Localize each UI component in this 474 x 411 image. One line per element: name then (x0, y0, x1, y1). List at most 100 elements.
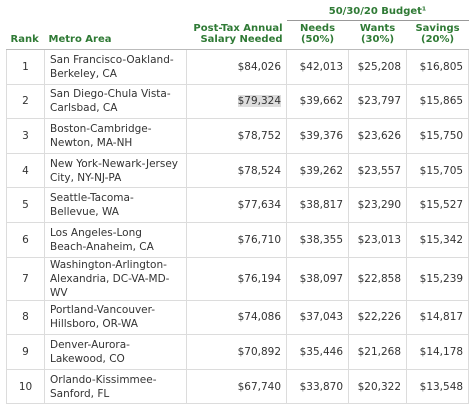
cell-text: $14,178 (419, 345, 464, 358)
table-cell: $15,342 (406, 221, 470, 258)
page: 50/30/20 Budget¹ Rank Metro Area Post-Tax … (0, 4, 474, 411)
table-cell: $23,797 (348, 83, 408, 120)
table-cell: 9 (6, 334, 45, 370)
cell-text: $15,865 (419, 95, 464, 108)
table-cell: $37,043 (286, 299, 350, 336)
table-cell: 2 (6, 83, 45, 120)
cell-text: $38,817 (299, 199, 344, 212)
cell-text: 3 (22, 129, 29, 142)
table-cell: $79,324 (185, 83, 288, 120)
cell-text: 8 (22, 311, 29, 324)
table-cell: 8 (6, 299, 45, 336)
cell-text: $70,892 (237, 345, 282, 358)
table-cell: San Diego-Chula Vista-Carlsbad, CA (44, 83, 187, 120)
table-cell: 7 (6, 256, 45, 301)
cell-text: 4 (22, 164, 29, 177)
cell-text: Washington-Arlington-Alexandria, DC-VA-M… (50, 258, 170, 299)
table-cell: $15,239 (406, 256, 470, 301)
table-cell: $74,086 (185, 299, 288, 336)
table-cell: $78,752 (185, 118, 288, 154)
table-cell: 4 (6, 152, 45, 189)
table-cell: $16,805 (406, 49, 470, 85)
table-cell: $22,226 (348, 299, 408, 336)
cell-text: $38,097 (299, 272, 344, 285)
table-cell: Portland-Vancouver-Hillsboro, OR-WA (44, 299, 187, 336)
cell-text: Orlando-Kissimmee-Sanford, FL (50, 373, 157, 400)
table-cell: $15,750 (406, 118, 470, 154)
cell-text: $39,376 (299, 129, 344, 142)
table-cell: $38,817 (286, 187, 350, 223)
cell-text: Seattle-Tacoma-Bellevue, WA (50, 192, 134, 219)
table-cell: $33,870 (286, 368, 350, 405)
cell-text: $15,705 (419, 164, 464, 177)
cell-text: $35,446 (299, 345, 344, 358)
column-header: Metro Area (44, 20, 187, 50)
cell-text: Denver-Aurora-Lakewood, CO (50, 338, 130, 365)
cell-text: $42,013 (299, 60, 344, 73)
cell-text: $76,194 (237, 272, 282, 285)
column-header: Rank (6, 20, 45, 50)
table-row: 3 Boston-Cambridge-Newton, MA-NH $78,752 $3… (6, 118, 470, 154)
cell-text: $38,355 (299, 233, 344, 246)
cell-text: 2 (22, 95, 29, 108)
table-cell: $39,376 (286, 118, 350, 154)
cell-text: $23,290 (357, 199, 402, 212)
table-cell: $23,290 (348, 187, 408, 223)
cell-text: $15,527 (419, 199, 464, 212)
table-cell: Denver-Aurora-Lakewood, CO (44, 334, 187, 370)
table-cell: $23,013 (348, 221, 408, 258)
cell-text: New York-Newark-Jersey City, NY-NJ-PA (50, 157, 178, 184)
table-row: 5 Seattle-Tacoma-Bellevue, WA $77,634 $38,8… (6, 187, 470, 223)
table-cell: 3 (6, 118, 45, 154)
cell-text: $23,557 (357, 164, 402, 177)
cell-text: Boston-Cambridge-Newton, MA-NH (50, 122, 152, 149)
table-cell: Los Angeles-Long Beach-Anaheim, CA (44, 221, 187, 258)
cell-text: $20,322 (357, 380, 402, 393)
table-cell: 1 (6, 49, 45, 85)
cell-text: $39,662 (299, 95, 344, 108)
table-cell: Orlando-Kissimmee-Sanford, FL (44, 368, 187, 405)
table-cell: $76,194 (185, 256, 288, 301)
table-cell: $77,634 (185, 187, 288, 223)
table-cell: $35,446 (286, 334, 350, 370)
table-cell: Washington-Arlington-Alexandria, DC-VA-M… (44, 256, 187, 301)
table-cell: $76,710 (185, 221, 288, 258)
cell-text: $21,268 (357, 345, 402, 358)
table-cell: $23,626 (348, 118, 408, 154)
table-cell: $39,262 (286, 152, 350, 189)
cell-text: $67,740 (237, 380, 282, 393)
cell-text: $15,342 (419, 233, 464, 246)
table-cell: 5 (6, 187, 45, 223)
column-header: Post-Tax Annual Salary Needed (186, 20, 287, 50)
cell-text: $79,324 (237, 95, 282, 108)
table-row: 9 Denver-Aurora-Lakewood, CO $70,892 $35,44… (6, 334, 470, 370)
table-row: 6 Los Angeles-Long Beach-Anaheim, CA $76,7… (6, 221, 470, 258)
table-cell: $13,548 (406, 368, 470, 405)
cell-text: San Diego-Chula Vista-Carlsbad, CA (50, 88, 171, 115)
table-cell: 10 (6, 368, 45, 405)
cell-text: $22,226 (357, 311, 402, 324)
cell-text: $22,858 (357, 272, 402, 285)
table-cell: $84,026 (185, 49, 288, 85)
table-cell: $20,322 (348, 368, 408, 405)
table-cell: Boston-Cambridge-Newton, MA-NH (44, 118, 187, 154)
table-cell: $15,865 (406, 83, 470, 120)
cell-text: $15,239 (419, 272, 464, 285)
table-row: 10 Orlando-Kissimmee-Sanford, FL $67,740 $3… (6, 368, 470, 405)
cell-text: $25,208 (357, 60, 402, 73)
group-header: 50/30/20 Budget¹ (286, 4, 469, 21)
cell-text: $16,805 (419, 60, 464, 73)
cell-text: 6 (22, 233, 29, 246)
cell-text: $84,026 (237, 60, 282, 73)
cell-text: $15,750 (419, 129, 464, 142)
cell-text: 5 (22, 199, 29, 212)
column-header: Needs (50%) (286, 20, 349, 50)
table-row: 1 San Francisco-Oakland-Berkeley, CA $84,0… (6, 49, 470, 85)
cell-text: $74,086 (237, 311, 282, 324)
table-cell: $67,740 (185, 368, 288, 405)
cell-text: $78,752 (237, 129, 282, 142)
cell-text: $39,262 (299, 164, 344, 177)
table-cell: $78,524 (185, 152, 288, 189)
column-header: Savings (20%) (406, 20, 469, 50)
cell-text: $76,710 (237, 233, 282, 246)
